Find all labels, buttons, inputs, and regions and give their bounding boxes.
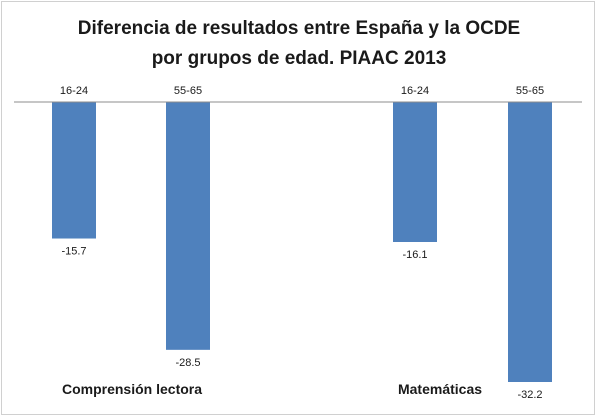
chart-title-line-1: Diferencia de resultados entre España y … [78, 18, 520, 39]
labels-layer: 16-24 -15.7 55-65 -28.5 16-24 -16.1 55-65 -32.2 [60, 85, 544, 401]
value-label-comprension-55-65: -28.5 [175, 357, 200, 369]
bars-layer [52, 102, 552, 382]
bar-matematicas-55-65 [508, 102, 552, 382]
category-label-matematicas-55-65: 55-65 [516, 85, 544, 97]
bar-matematicas-16-24 [393, 102, 437, 242]
bar-comprension-55-65 [166, 102, 210, 350]
value-label-comprension-16-24: -15.7 [61, 246, 86, 258]
category-label-comprension-55-65: 55-65 [174, 85, 202, 97]
group-label-matematicas: Matemáticas [398, 381, 482, 397]
category-label-comprension-16-24: 16-24 [60, 85, 88, 97]
value-label-matematicas-55-65: -32.2 [517, 389, 542, 401]
group-label-comprension-lectora: Comprensión lectora [62, 381, 202, 397]
bar-comprension-16-24 [52, 102, 96, 239]
chart-title-line-2: por grupos de edad. PIAAC 2013 [152, 48, 447, 69]
value-label-matematicas-16-24: -16.1 [402, 249, 427, 261]
category-label-matematicas-16-24: 16-24 [401, 85, 429, 97]
